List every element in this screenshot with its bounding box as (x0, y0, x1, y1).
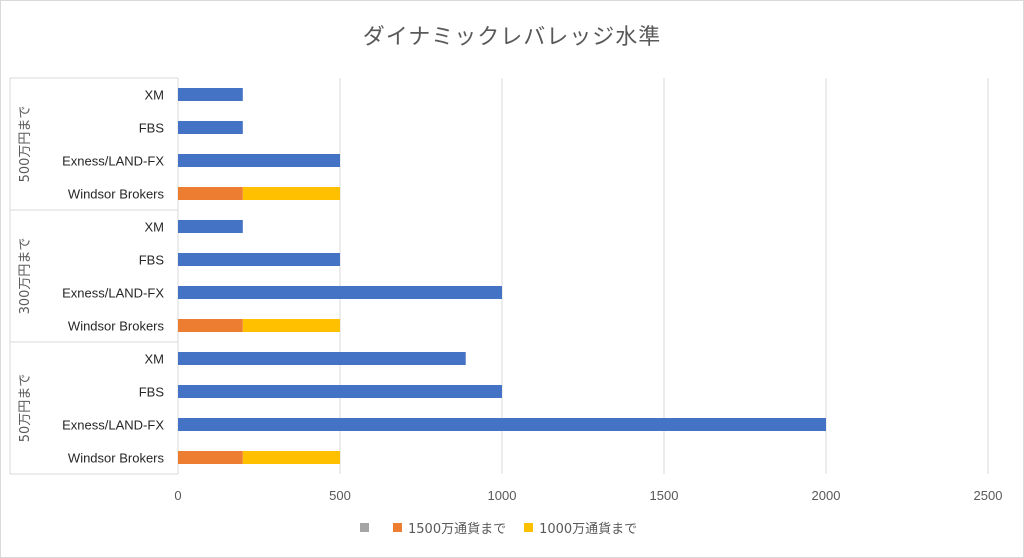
chart-title: ダイナミックレバレッジ水準 (362, 25, 662, 50)
bar-segment (178, 385, 502, 398)
legend-item-series-2: 1500万通貨まで (393, 518, 506, 537)
x-tick-label: 2000 (812, 488, 841, 503)
category-label: XM (145, 352, 165, 367)
bar-segment (178, 451, 243, 464)
legend-label-series-2: 1500万通貨まで (408, 522, 507, 537)
legend-label-series-3: 1000万通貨まで (539, 522, 638, 537)
bar-segment (178, 187, 243, 200)
category-label: FBS (139, 121, 165, 136)
category-label: FBS (139, 253, 165, 268)
group-label: 50万円まで (18, 374, 33, 443)
group-label: 500万円まで (18, 106, 33, 183)
legend-swatch-series-2 (393, 523, 402, 532)
legend-item-series-1 (360, 523, 375, 532)
category-label: Exness/LAND-FX (62, 286, 164, 301)
bar-segment (178, 88, 243, 101)
x-tick-label: 2500 (974, 488, 1003, 503)
category-label: Windsor Brokers (68, 187, 165, 202)
bar-segment (242, 187, 340, 200)
x-tick-label: 0 (174, 488, 181, 503)
legend-swatch-series-3 (524, 523, 534, 532)
bar-segment (178, 418, 826, 431)
x-tick-label: 1000 (488, 488, 517, 503)
legend: 1500万通貨まで 1000万通貨まで (360, 518, 655, 537)
category-label: XM (145, 220, 165, 235)
category-label: Exness/LAND-FX (62, 418, 164, 433)
legend-item-series-3: 1000万通貨まで (524, 518, 637, 537)
category-label: Windsor Brokers (68, 451, 165, 466)
x-tick-label: 500 (329, 488, 351, 503)
bar-segment (178, 253, 340, 266)
bar-segment (178, 220, 243, 233)
bar-segment (178, 352, 466, 365)
category-label: Windsor Brokers (68, 319, 165, 334)
bar-segment (178, 154, 340, 167)
category-label: FBS (139, 385, 165, 400)
category-label: Exness/LAND-FX (62, 154, 164, 169)
bar-segment (178, 121, 243, 134)
legend-swatch-series-1 (360, 523, 369, 532)
bar-segment (242, 319, 340, 332)
bar-segment (178, 319, 243, 332)
bar-segment (178, 286, 502, 299)
group-label: 300万円まで (18, 238, 33, 315)
x-tick-label: 1500 (650, 488, 679, 503)
category-label: XM (145, 88, 165, 103)
bar-segment (242, 451, 340, 464)
